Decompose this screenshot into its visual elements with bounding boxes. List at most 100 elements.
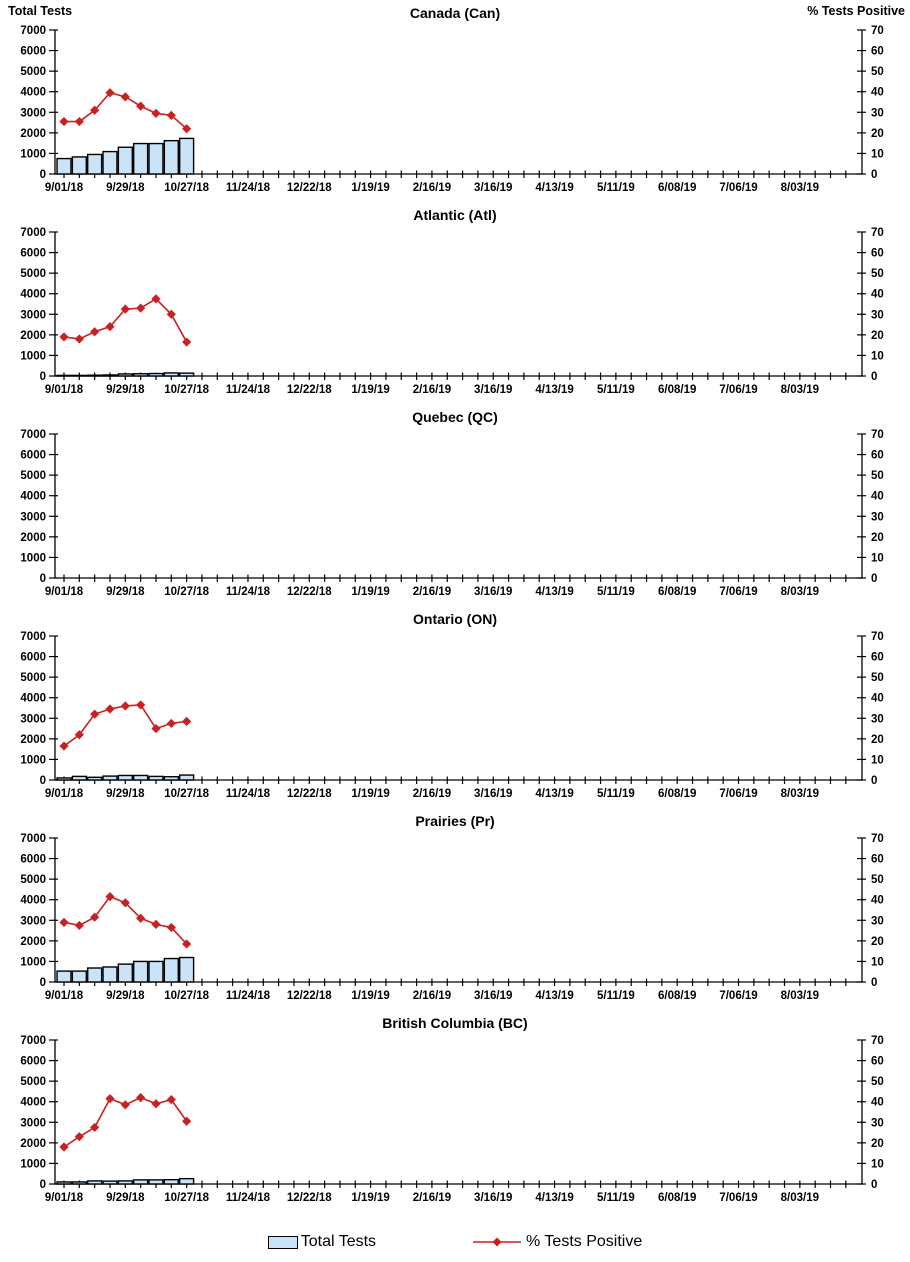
- total-tests-bar: [102, 966, 118, 983]
- tick-label: 1000: [20, 350, 46, 362]
- tick-label: 7000: [20, 631, 46, 643]
- tick-label: 40: [871, 1097, 884, 1109]
- total-tests-bars: [56, 372, 195, 377]
- tick-label: 7000: [20, 25, 46, 37]
- chart-panel-canada-can: Canada (Can) 0 1000 2000 3000 4000 5000 6000 700…: [0, 0, 910, 202]
- tick-label: 1/19/19: [351, 990, 389, 1002]
- pct-positive-point: [90, 105, 100, 115]
- tick-label: 2/16/19: [413, 990, 451, 1002]
- pct-positive-point: [74, 920, 84, 931]
- total-tests-bar: [117, 1180, 133, 1185]
- tick-label: 5000: [20, 66, 46, 78]
- total-tests-bar: [163, 776, 179, 781]
- pct-positive-point: [59, 116, 69, 127]
- chart-title: British Columbia (BC): [382, 1015, 528, 1031]
- total-tests-bar: [178, 774, 195, 781]
- tick-label: 4000: [20, 693, 46, 705]
- tick-label: 0: [40, 1179, 46, 1191]
- tick-label: 6/08/19: [658, 384, 696, 396]
- total-tests-bar: [132, 373, 149, 377]
- total-tests-bar: [71, 156, 87, 175]
- tick-label: 0: [40, 977, 46, 989]
- tick-label: 4/13/19: [535, 788, 573, 800]
- tick-label: 5000: [20, 874, 46, 886]
- total-tests-bar: [148, 1179, 164, 1185]
- pct-positive-point: [105, 704, 115, 714]
- total-tests-bar: [86, 374, 103, 377]
- pct-positive-point: [90, 327, 100, 337]
- legend-diamond-icon: [492, 1237, 502, 1247]
- tick-label: 8/03/19: [781, 384, 819, 396]
- legend-item-total-tests: Total Tests: [267, 1233, 376, 1251]
- left-axis-title: Total Tests: [8, 4, 73, 18]
- pct-positive-point: [105, 1094, 115, 1104]
- pct-positive-point: [90, 912, 100, 922]
- tick-label: 40: [871, 491, 884, 503]
- tick-label: 10/27/18: [164, 990, 209, 1002]
- pct-positive-point: [105, 88, 115, 98]
- total-tests-bar: [148, 372, 164, 377]
- tick-label: 4/13/19: [535, 384, 573, 396]
- tick-label: 0: [40, 775, 46, 787]
- chart-panel-atlantic-atl: Atlantic (Atl) 0 1000 2000 3000 4000 5000 6000 7…: [0, 202, 910, 404]
- tick-label: 6/08/19: [658, 1192, 696, 1204]
- tick-label: 3/16/19: [474, 384, 512, 396]
- tick-label: 5000: [20, 672, 46, 684]
- pct-positive-point: [166, 110, 176, 120]
- tick-label: 3000: [20, 1117, 46, 1129]
- pct-positive-points: [59, 892, 192, 949]
- tick-label: 2/16/19: [413, 586, 451, 598]
- tick-label: 11/24/18: [226, 586, 271, 598]
- tick-label: 50: [871, 1076, 884, 1088]
- total-tests-bar: [148, 142, 164, 175]
- tick-label: 10: [871, 754, 884, 766]
- tick-label: 6000: [20, 854, 46, 866]
- tick-label: 2000: [20, 734, 46, 746]
- total-tests-bar: [71, 374, 87, 377]
- tick-label: 0: [871, 169, 877, 181]
- tick-label: 5/11/19: [597, 586, 635, 598]
- chart-panel-ontario-on: Ontario (ON) 0 1000 2000 3000 4000 5000 6000 700…: [0, 606, 910, 808]
- tick-label: 50: [871, 672, 884, 684]
- tick-label: 70: [871, 429, 884, 441]
- tick-label: 10: [871, 350, 884, 362]
- tick-label: 10: [871, 552, 884, 564]
- tick-label: 60: [871, 652, 884, 664]
- chart-title: Atlantic (Atl): [413, 207, 497, 223]
- tick-label: 50: [871, 874, 884, 886]
- pct-positive-point: [136, 913, 146, 923]
- tick-label: 7/06/19: [719, 384, 757, 396]
- tick-label: 9/29/18: [106, 990, 145, 1002]
- tick-label: 0: [40, 169, 46, 181]
- chart-stack: Canada (Can) 0 1000 2000 3000 4000 5000 6000 700…: [0, 0, 910, 1204]
- chart-atlantic-atl: 0 1000 2000 3000 4000 5000 6000 7000 0 10 20 30 40 50…: [20, 227, 884, 396]
- tick-label: 11/24/18: [226, 182, 271, 194]
- tick-label: 7/06/19: [719, 788, 757, 800]
- tick-label: 8/03/19: [781, 586, 819, 598]
- tick-label: 70: [871, 631, 884, 643]
- tick-label: 70: [871, 833, 884, 845]
- pct-positive-point: [166, 718, 176, 729]
- total-tests-bar: [132, 774, 149, 781]
- tick-label: 10/27/18: [164, 788, 209, 800]
- total-tests-bar: [71, 970, 87, 983]
- pct-positive-point: [151, 919, 161, 929]
- total-tests-bar: [56, 970, 72, 983]
- tick-label: 9/01/18: [45, 182, 84, 194]
- chart-prairies-pr: 0 1000 2000 3000 4000 5000 6000 7000 0 10 20 30 40 50…: [20, 833, 884, 1002]
- tick-label: 10: [871, 956, 884, 968]
- tick-label: 2000: [20, 1138, 46, 1150]
- tick-label: 1000: [20, 956, 46, 968]
- total-tests-bar: [132, 142, 149, 175]
- total-tests-bar: [71, 1181, 87, 1185]
- pct-positive-point: [59, 917, 69, 927]
- total-tests-bar: [178, 956, 195, 983]
- chart-canada-can: 0 1000 2000 3000 4000 5000 6000 7000 0 10 20 30 40 50…: [20, 25, 883, 194]
- tick-label: 7/06/19: [719, 1192, 757, 1204]
- tick-label: 4000: [20, 1097, 46, 1109]
- tick-label: 3000: [20, 915, 46, 927]
- chart-panel-quebec-qc: Quebec (QC) 0 1000 2000 3000 4000 5000 6000 7000…: [0, 404, 910, 606]
- tick-label: 60: [871, 248, 884, 260]
- tick-label: 2/16/19: [413, 788, 451, 800]
- tick-label: 10/27/18: [164, 384, 209, 396]
